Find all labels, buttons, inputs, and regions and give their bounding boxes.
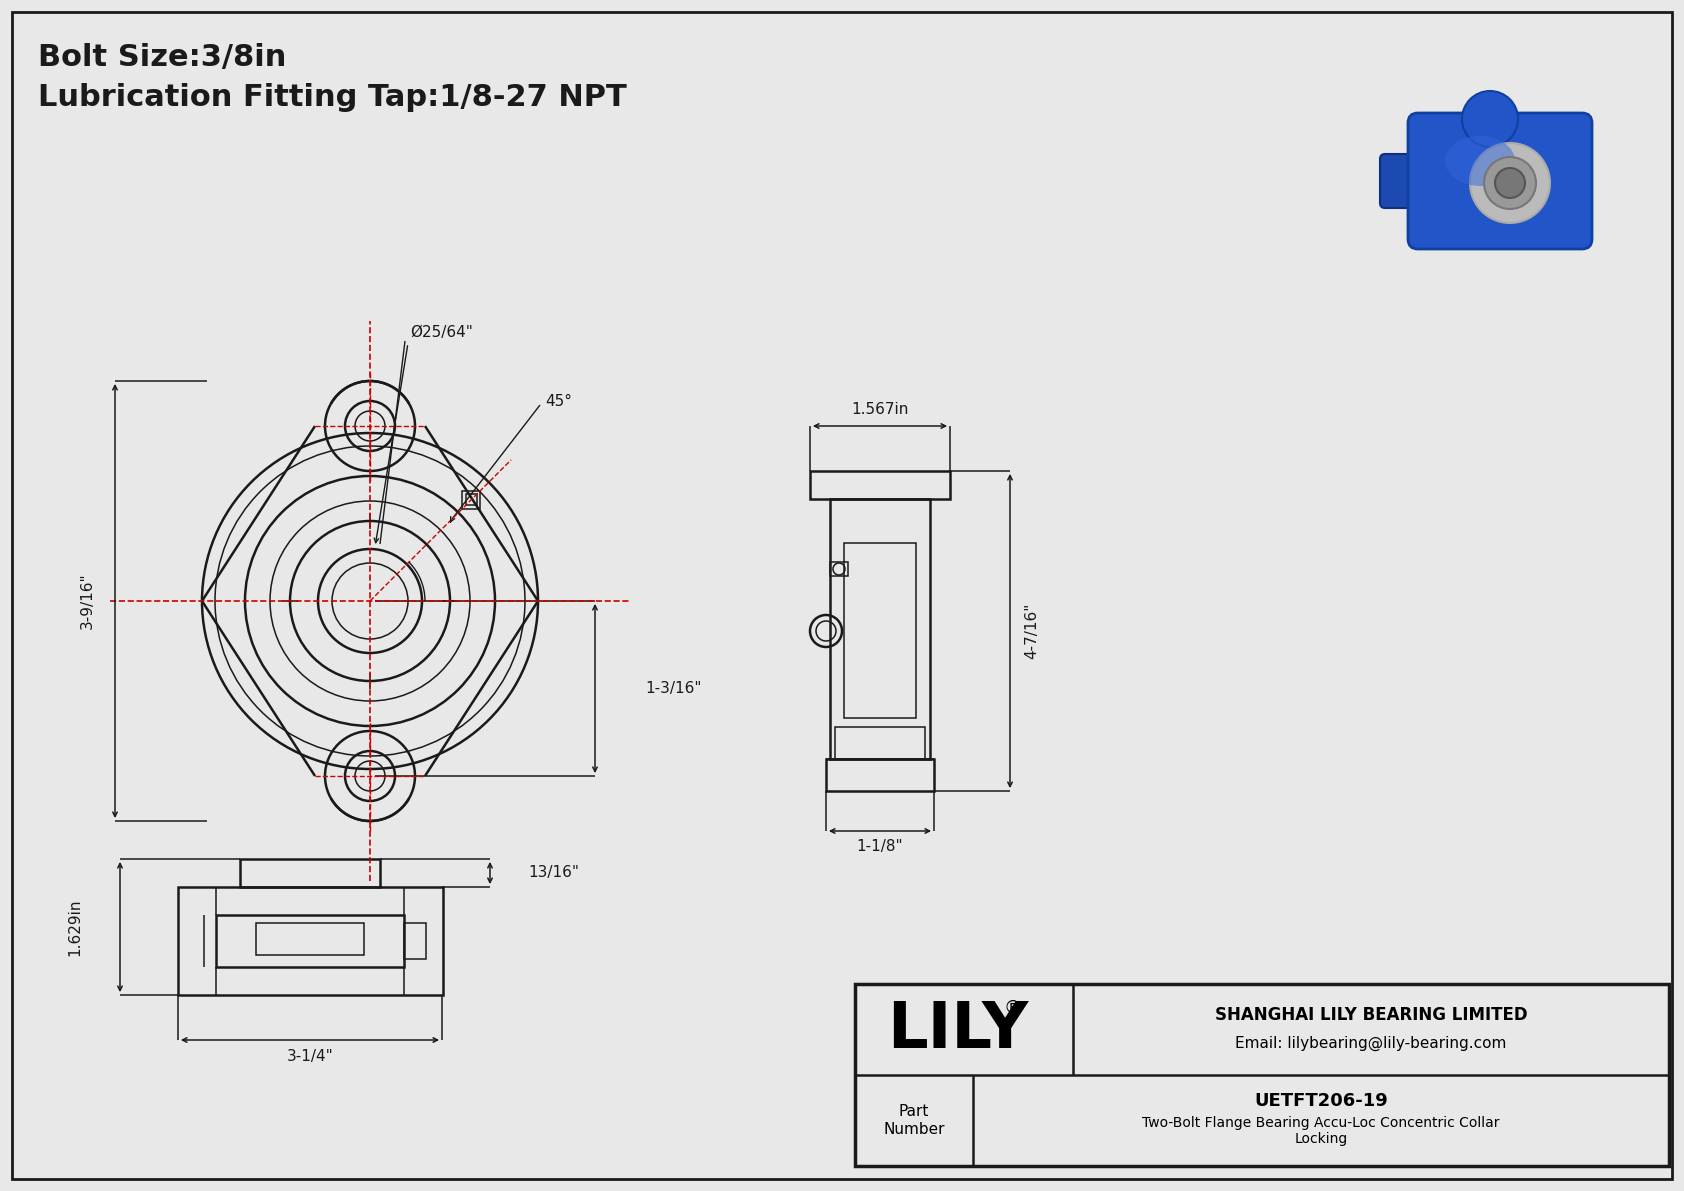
- Bar: [466, 494, 477, 505]
- Text: Bolt Size:3/8in: Bolt Size:3/8in: [39, 43, 286, 71]
- Text: Two-Bolt Flange Bearing Accu-Loc Concentric Collar: Two-Bolt Flange Bearing Accu-Loc Concent…: [1142, 1116, 1500, 1130]
- Text: 13/16": 13/16": [529, 866, 579, 880]
- Bar: [825, 759, 935, 791]
- Bar: [830, 499, 930, 759]
- Text: 1-3/16": 1-3/16": [645, 681, 702, 696]
- Text: Lubrication Fitting Tap:1/8-27 NPT: Lubrication Fitting Tap:1/8-27 NPT: [39, 83, 626, 112]
- Bar: [241, 859, 381, 887]
- Text: LILY: LILY: [887, 998, 1029, 1060]
- Bar: [830, 562, 849, 576]
- Circle shape: [1484, 157, 1536, 208]
- Text: 1.629in: 1.629in: [67, 898, 83, 955]
- Text: 3-9/16": 3-9/16": [79, 573, 94, 629]
- Bar: [256, 923, 364, 955]
- Text: UETFT206-19: UETFT206-19: [1255, 1091, 1388, 1110]
- FancyBboxPatch shape: [1379, 154, 1428, 208]
- Bar: [216, 915, 404, 967]
- Bar: [855, 984, 1669, 1166]
- Text: 3-1/4": 3-1/4": [286, 1048, 333, 1064]
- Text: SHANGHAI LILY BEARING LIMITED: SHANGHAI LILY BEARING LIMITED: [1214, 1006, 1527, 1024]
- FancyBboxPatch shape: [1408, 113, 1591, 249]
- Text: 1-1/8": 1-1/8": [857, 840, 903, 854]
- Circle shape: [1495, 168, 1526, 198]
- Bar: [810, 470, 950, 499]
- Text: 4-7/16": 4-7/16": [1024, 603, 1039, 659]
- Text: ®: ®: [1004, 998, 1021, 1016]
- Bar: [461, 491, 480, 509]
- Bar: [179, 887, 443, 994]
- Text: Email: lilybearing@lily-bearing.com: Email: lilybearing@lily-bearing.com: [1236, 1036, 1507, 1052]
- Bar: [835, 727, 925, 759]
- Bar: [844, 543, 916, 718]
- Ellipse shape: [1445, 136, 1516, 186]
- Circle shape: [1470, 143, 1549, 223]
- Text: Ø25/64": Ø25/64": [409, 325, 473, 341]
- Text: Part
Number: Part Number: [882, 1104, 945, 1136]
- Text: 1.567in: 1.567in: [852, 403, 909, 418]
- Text: 45°: 45°: [546, 393, 573, 409]
- Text: Locking: Locking: [1295, 1131, 1347, 1146]
- Bar: [404, 923, 426, 959]
- Circle shape: [1462, 91, 1517, 146]
